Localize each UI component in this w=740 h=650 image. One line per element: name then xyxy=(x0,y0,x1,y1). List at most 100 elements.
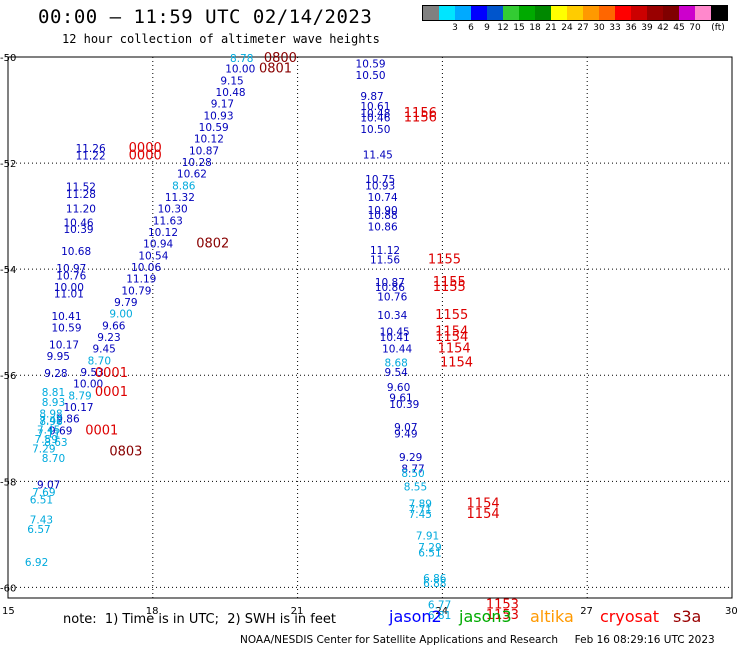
wave-height-label: 11.19 xyxy=(126,274,156,286)
footnote: note: 1) Time is in UTC; 2) SWH is in fe… xyxy=(63,612,336,627)
wave-height-label: 10.30 xyxy=(158,204,188,216)
wave-height-label: 8.96 xyxy=(39,416,63,428)
wave-height-label: 9.79 xyxy=(114,297,137,309)
legend-label: 15 xyxy=(513,23,525,33)
y-tick-label: -50 xyxy=(0,53,16,64)
wave-height-label: 9.66 xyxy=(102,320,126,332)
wave-height-label: 9.49 xyxy=(394,429,417,441)
time-stamp-label: 1154 xyxy=(467,497,500,512)
legend-label: 3 xyxy=(452,23,458,33)
wave-height-label: 10.39 xyxy=(64,224,94,236)
time-stamp-label: 1155 xyxy=(428,253,461,268)
wave-height-label: 10.87 xyxy=(189,145,219,157)
wave-height-label: 7.43 xyxy=(30,515,53,527)
wave-height-label: 10.76 xyxy=(377,292,407,304)
legend-swatch xyxy=(423,6,439,20)
x-tick-label: 15 xyxy=(2,606,15,617)
legend-label: 24 xyxy=(561,23,573,33)
wave-height-label: 9.61 xyxy=(389,393,412,405)
legend-swatch xyxy=(503,6,519,20)
wave-height-label: 6.77 xyxy=(428,599,451,611)
legend-label: 12 xyxy=(497,23,509,33)
legend-label: 33 xyxy=(609,23,621,33)
x-tick-label: 21 xyxy=(291,606,304,617)
wave-height-label: 7.89 xyxy=(409,499,432,511)
wave-height-label: 7.42 xyxy=(39,415,62,427)
time-stamp-label: 0803 xyxy=(109,445,142,460)
wave-height-label: 10.00 xyxy=(225,64,255,76)
legend-swatch xyxy=(631,6,647,20)
wave-height-label: 10.17 xyxy=(64,402,94,414)
time-stamp-label: 1155 xyxy=(435,308,468,323)
wave-height-label: 6.86 xyxy=(423,573,447,585)
legend-swatch xyxy=(583,6,599,20)
legend-label: 9 xyxy=(484,23,490,33)
time-stamp-label: 0001 xyxy=(95,385,128,400)
wave-height-label: 10.48 xyxy=(360,108,390,120)
legend-label: 21 xyxy=(545,23,557,33)
page-subtitle: 12 hour collection of altimeter wave hei… xyxy=(62,32,380,46)
wave-height-label: 10.59 xyxy=(356,58,386,70)
wave-height-label: 9.86 xyxy=(56,414,80,426)
x-tick-label: 27 xyxy=(580,606,593,617)
wave-height-label: 10.75 xyxy=(365,174,395,186)
legend-unit: (ft) xyxy=(711,23,725,33)
legend-swatch xyxy=(455,6,471,20)
wave-height-label: 10.86 xyxy=(368,222,398,234)
legend-label: 39 xyxy=(641,23,653,33)
wave-height-label: 8.79 xyxy=(68,390,91,402)
legend-swatch xyxy=(519,6,535,20)
wave-height-label: 10.90 xyxy=(368,205,398,217)
wave-height-label: 9.28 xyxy=(44,368,67,380)
wave-height-label: 9.53 xyxy=(80,367,103,379)
time-stamp-label: 1155 xyxy=(433,275,466,290)
wave-height-label: 10.94 xyxy=(143,239,173,251)
wave-height-label: 9.29 xyxy=(399,452,422,464)
y-tick-label: -54 xyxy=(0,265,16,276)
wave-height-label: 10.97 xyxy=(56,263,86,275)
wave-height-label: 7.29 xyxy=(32,443,55,455)
credit-line: NOAA/NESDIS Center for Satellite Applica… xyxy=(240,634,715,646)
wave-height-label: 10.93 xyxy=(203,110,233,122)
legend-swatch xyxy=(567,6,583,20)
wave-height-label: 10.74 xyxy=(368,192,398,204)
legend-label: 27 xyxy=(577,23,589,33)
wave-height-label: 8.70 xyxy=(88,355,111,367)
wave-height-label: 6.51 xyxy=(30,494,53,506)
legend-label: 45 xyxy=(673,23,685,33)
wave-height-label: 10.00 xyxy=(73,379,103,391)
wave-height-label: 9.15 xyxy=(220,75,243,87)
wave-height-label: 10.44 xyxy=(382,344,412,356)
wave-height-label: 11.28 xyxy=(66,189,96,201)
time-stamp-label: 0001 xyxy=(85,423,118,438)
wave-height-label: 6.51 xyxy=(418,547,441,559)
wave-height-label: 8.63 xyxy=(44,437,67,449)
wave-height-label: 10.12 xyxy=(194,134,224,146)
legend-label: 70 xyxy=(689,23,701,33)
wave-height-label: 10.50 xyxy=(360,124,390,136)
time-stamp-label: 1155 xyxy=(433,280,466,295)
wave-height-label: 10.46 xyxy=(64,217,94,229)
wave-height-label: 8.81 xyxy=(42,387,65,399)
wave-height-label: 10.59 xyxy=(199,122,229,134)
wave-height-label: 10.87 xyxy=(375,277,405,289)
wave-height-label: 10.76 xyxy=(56,271,86,283)
time-stamp-label: 0000 xyxy=(129,141,162,156)
wave-height-label: 10.50 xyxy=(356,70,386,82)
satellite-jason2-label: jason2 xyxy=(389,607,442,626)
wave-height-label: 8.93 xyxy=(42,397,65,409)
wave-height-label: 9.60 xyxy=(387,382,410,394)
wave-height-label: 10.93 xyxy=(365,180,395,192)
wave-height-label: 11.32 xyxy=(165,192,195,204)
legend-swatch xyxy=(615,6,631,20)
wave-height-label: 10.41 xyxy=(380,332,410,344)
legend-label: 42 xyxy=(657,23,669,33)
legend-swatch xyxy=(487,6,503,20)
legend-swatch xyxy=(551,6,567,20)
wave-height-label: 6.57 xyxy=(27,524,50,536)
wave-height-label: 10.79 xyxy=(121,285,151,297)
color-legend: 3 6 9 12 15 18 21 24 27 30 33 36 39 42 45 70 (ft) xyxy=(422,5,728,33)
wave-height-label: 8.77 xyxy=(401,464,424,476)
wave-height-label: 10.39 xyxy=(389,399,419,411)
satellite-s3a-label: s3a xyxy=(673,607,702,626)
